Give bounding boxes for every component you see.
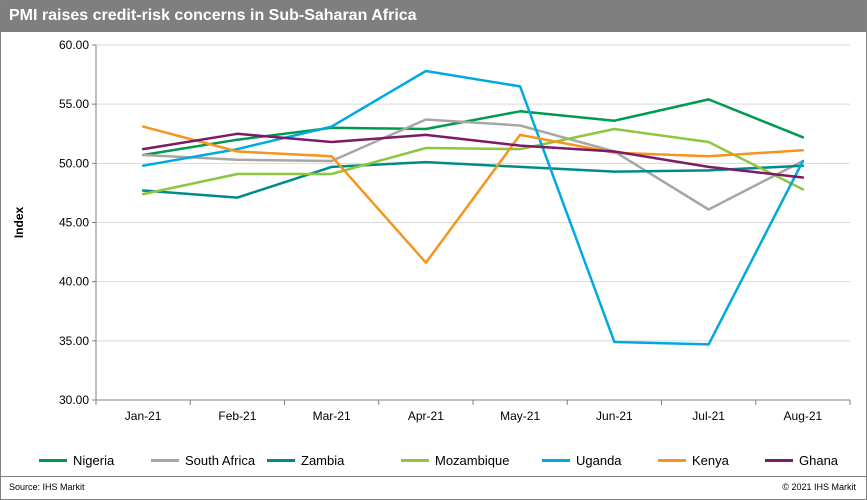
- legend-swatch: [39, 458, 67, 462]
- legend-label: South Africa: [185, 452, 256, 468]
- x-tick-label: Jan-21: [125, 409, 162, 423]
- axis-labels: 30.00 35.00 40.00 45.00 50.00 55.00 60.00 Jan-2…: [12, 38, 823, 423]
- x-tick-label: May-21: [500, 409, 540, 423]
- legend-label: Uganda: [576, 452, 622, 468]
- legend-item-south-africa: South Africa: [151, 450, 255, 470]
- legend-swatch: [151, 458, 179, 462]
- legend-label: Mozambique: [435, 452, 510, 468]
- legend-swatch: [267, 458, 295, 462]
- title-bar: PMI raises credit-risk concerns in Sub-S…: [1, 1, 866, 32]
- y-tick-label: 40.00: [59, 275, 89, 289]
- legend-item-ghana: Ghana: [765, 450, 838, 470]
- x-tick-label: Apr-21: [408, 409, 444, 423]
- legend-label: Zambia: [301, 452, 345, 468]
- series-line-zambia: [141, 160, 805, 199]
- legend-item-zambia: Zambia: [267, 450, 344, 470]
- legend-item-kenya: Kenya: [658, 450, 729, 470]
- legend-item-nigeria: Nigeria: [39, 450, 114, 470]
- axes: [92, 44, 851, 405]
- y-tick-label: 55.00: [59, 97, 89, 111]
- legend-label: Kenya: [692, 452, 729, 468]
- gridlines: [96, 44, 850, 342]
- legend-item-uganda: Uganda: [542, 450, 622, 470]
- y-tick-label: 60.00: [59, 38, 89, 52]
- y-tick-label: 35.00: [59, 334, 89, 348]
- y-axis-title: Index: [12, 207, 26, 239]
- series-line-mozambique: [141, 127, 805, 196]
- legend-swatch: [765, 458, 793, 462]
- y-tick-label: 45.00: [59, 216, 89, 230]
- chart-title: PMI raises credit-risk concerns in Sub-S…: [9, 7, 417, 24]
- y-tick-label: 50.00: [59, 156, 89, 170]
- x-tick-label: Aug-21: [784, 409, 823, 423]
- legend-swatch: [542, 458, 570, 462]
- copyright-note: © 2021 IHS Markit: [782, 482, 856, 492]
- series-line-kenya: [141, 125, 805, 264]
- legend-label: Ghana: [799, 452, 839, 468]
- source-note: Source: IHS Markit: [9, 482, 85, 492]
- series-line-south-africa: [141, 118, 805, 211]
- line-chart: 30.00 35.00 40.00 45.00 50.00 55.00 60.00 Jan-2…: [12, 38, 851, 423]
- y-tick-label: 30.00: [59, 393, 89, 407]
- legend-swatch: [658, 458, 686, 462]
- series-line-uganda: [141, 69, 805, 346]
- footer-divider: [1, 476, 866, 477]
- legend-item-mozambique: Mozambique: [401, 450, 509, 470]
- x-tick-label: Mar-21: [313, 409, 351, 423]
- series-line-ghana: [141, 132, 805, 179]
- legend: Nigeria South Africa Zambia Mozambique Ugand…: [1, 450, 866, 470]
- x-tick-label: Jul-21: [692, 409, 725, 423]
- series-lines: [141, 69, 805, 346]
- x-tick-label: Feb-21: [218, 409, 256, 423]
- legend-swatch: [401, 458, 429, 462]
- series-line-nigeria: [141, 98, 805, 157]
- legend-label: Nigeria: [73, 452, 115, 468]
- x-tick-label: Jun-21: [596, 409, 633, 423]
